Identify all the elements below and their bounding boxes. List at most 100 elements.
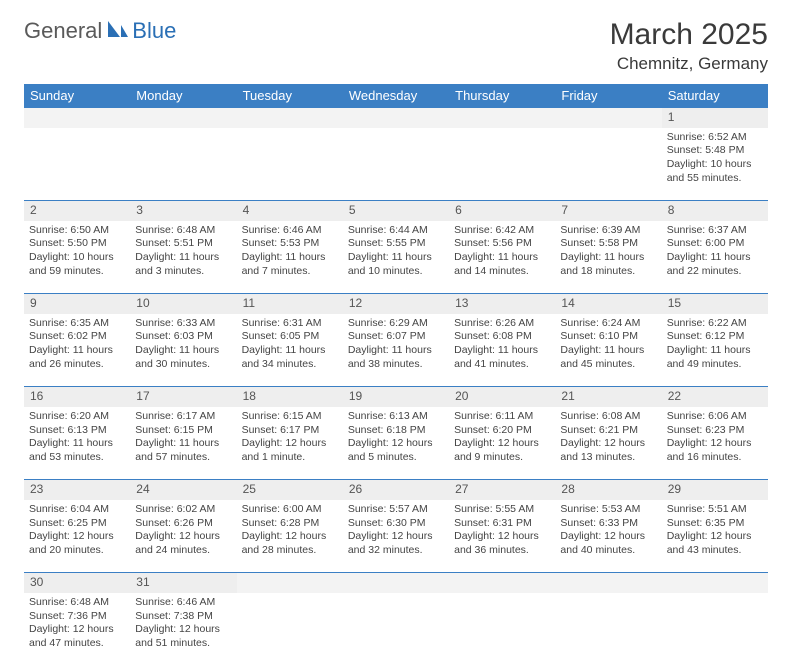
sunset-text: Sunset: 6:07 PM [348, 330, 444, 344]
day-number-cell [449, 108, 555, 128]
daynum-row: 2345678 [24, 201, 768, 221]
day-cell: Sunrise: 6:00 AMSunset: 6:28 PMDaylight:… [237, 500, 343, 573]
sunrise-text: Sunrise: 6:24 AM [560, 317, 656, 331]
day-cell [343, 593, 449, 666]
sunset-text: Sunset: 5:48 PM [667, 144, 763, 158]
sunrise-text: Sunrise: 6:39 AM [560, 224, 656, 238]
day-number-cell: 15 [662, 294, 768, 314]
sunset-text: Sunset: 6:33 PM [560, 517, 656, 531]
day-cell: Sunrise: 6:52 AMSunset: 5:48 PMDaylight:… [662, 128, 768, 201]
logo-text-blue: Blue [132, 18, 176, 44]
sunrise-text: Sunrise: 6:26 AM [454, 317, 550, 331]
daylight-text: Daylight: 11 hours and 22 minutes. [667, 251, 763, 278]
sunset-text: Sunset: 6:18 PM [348, 424, 444, 438]
day-number-cell: 13 [449, 294, 555, 314]
day-number-cell [343, 573, 449, 593]
sunrise-text: Sunrise: 6:00 AM [242, 503, 338, 517]
daylight-text: Daylight: 12 hours and 1 minute. [242, 437, 338, 464]
daylight-text: Daylight: 12 hours and 13 minutes. [560, 437, 656, 464]
day-number-cell: 19 [343, 387, 449, 407]
daylight-text: Daylight: 12 hours and 20 minutes. [29, 530, 125, 557]
week-row: Sunrise: 6:04 AMSunset: 6:25 PMDaylight:… [24, 500, 768, 573]
day-number-cell: 18 [237, 387, 343, 407]
sunset-text: Sunset: 5:51 PM [135, 237, 231, 251]
day-cell [555, 128, 661, 201]
sunset-text: Sunset: 6:10 PM [560, 330, 656, 344]
day-number-cell: 21 [555, 387, 661, 407]
day-cell: Sunrise: 5:53 AMSunset: 6:33 PMDaylight:… [555, 500, 661, 573]
sunset-text: Sunset: 5:58 PM [560, 237, 656, 251]
daylight-text: Daylight: 11 hours and 53 minutes. [29, 437, 125, 464]
day-number-cell: 7 [555, 201, 661, 221]
day-number-cell: 20 [449, 387, 555, 407]
sunrise-text: Sunrise: 5:51 AM [667, 503, 763, 517]
sunrise-text: Sunrise: 6:48 AM [135, 224, 231, 238]
day-cell: Sunrise: 6:37 AMSunset: 6:00 PMDaylight:… [662, 221, 768, 294]
day-number-cell [662, 573, 768, 593]
day-number-cell: 5 [343, 201, 449, 221]
sunrise-text: Sunrise: 6:52 AM [667, 131, 763, 145]
day-cell: Sunrise: 6:31 AMSunset: 6:05 PMDaylight:… [237, 314, 343, 387]
sunrise-text: Sunrise: 6:15 AM [242, 410, 338, 424]
day-number-cell [555, 573, 661, 593]
sunrise-text: Sunrise: 6:02 AM [135, 503, 231, 517]
logo-text-general: General [24, 18, 102, 44]
sunrise-text: Sunrise: 6:20 AM [29, 410, 125, 424]
sunset-text: Sunset: 6:17 PM [242, 424, 338, 438]
day-cell: Sunrise: 6:44 AMSunset: 5:55 PMDaylight:… [343, 221, 449, 294]
title-block: March 2025 Chemnitz, Germany [610, 18, 768, 74]
daynum-row: 3031 [24, 573, 768, 593]
col-friday: Friday [555, 84, 661, 108]
week-row: Sunrise: 6:35 AMSunset: 6:02 PMDaylight:… [24, 314, 768, 387]
daylight-text: Daylight: 10 hours and 55 minutes. [667, 158, 763, 185]
logo-sail-icon [106, 19, 128, 44]
daylight-text: Daylight: 12 hours and 43 minutes. [667, 530, 763, 557]
sunrise-text: Sunrise: 6:50 AM [29, 224, 125, 238]
day-cell: Sunrise: 6:15 AMSunset: 6:17 PMDaylight:… [237, 407, 343, 480]
daylight-text: Daylight: 11 hours and 41 minutes. [454, 344, 550, 371]
sunrise-text: Sunrise: 6:46 AM [242, 224, 338, 238]
daynum-row: 23242526272829 [24, 480, 768, 500]
location-label: Chemnitz, Germany [610, 54, 768, 74]
daylight-text: Daylight: 12 hours and 47 minutes. [29, 623, 125, 650]
day-number-cell: 26 [343, 480, 449, 500]
daynum-row: 9101112131415 [24, 294, 768, 314]
daylight-text: Daylight: 11 hours and 18 minutes. [560, 251, 656, 278]
day-number-cell: 27 [449, 480, 555, 500]
day-cell [449, 593, 555, 666]
sunset-text: Sunset: 6:13 PM [29, 424, 125, 438]
day-number-cell: 29 [662, 480, 768, 500]
sunrise-text: Sunrise: 6:08 AM [560, 410, 656, 424]
day-cell: Sunrise: 5:57 AMSunset: 6:30 PMDaylight:… [343, 500, 449, 573]
day-number-cell: 10 [130, 294, 236, 314]
day-cell: Sunrise: 6:29 AMSunset: 6:07 PMDaylight:… [343, 314, 449, 387]
day-number-cell [237, 573, 343, 593]
day-cell: Sunrise: 6:24 AMSunset: 6:10 PMDaylight:… [555, 314, 661, 387]
day-cell: Sunrise: 6:50 AMSunset: 5:50 PMDaylight:… [24, 221, 130, 294]
sunset-text: Sunset: 6:25 PM [29, 517, 125, 531]
daylight-text: Daylight: 12 hours and 51 minutes. [135, 623, 231, 650]
day-cell [555, 593, 661, 666]
col-monday: Monday [130, 84, 236, 108]
logo: General Blue [24, 18, 176, 44]
sunrise-text: Sunrise: 6:29 AM [348, 317, 444, 331]
col-thursday: Thursday [449, 84, 555, 108]
day-number-cell: 25 [237, 480, 343, 500]
daylight-text: Daylight: 11 hours and 30 minutes. [135, 344, 231, 371]
sunset-text: Sunset: 6:15 PM [135, 424, 231, 438]
sunrise-text: Sunrise: 6:11 AM [454, 410, 550, 424]
day-cell: Sunrise: 6:48 AMSunset: 7:36 PMDaylight:… [24, 593, 130, 666]
day-cell [449, 128, 555, 201]
sunrise-text: Sunrise: 6:33 AM [135, 317, 231, 331]
day-number-cell: 12 [343, 294, 449, 314]
day-number-cell: 14 [555, 294, 661, 314]
sunrise-text: Sunrise: 6:46 AM [135, 596, 231, 610]
day-cell [237, 593, 343, 666]
sunset-text: Sunset: 6:30 PM [348, 517, 444, 531]
col-saturday: Saturday [662, 84, 768, 108]
daylight-text: Daylight: 11 hours and 57 minutes. [135, 437, 231, 464]
day-cell: Sunrise: 5:55 AMSunset: 6:31 PMDaylight:… [449, 500, 555, 573]
day-cell: Sunrise: 6:46 AMSunset: 7:38 PMDaylight:… [130, 593, 236, 666]
day-number-cell [130, 108, 236, 128]
day-number-cell: 28 [555, 480, 661, 500]
